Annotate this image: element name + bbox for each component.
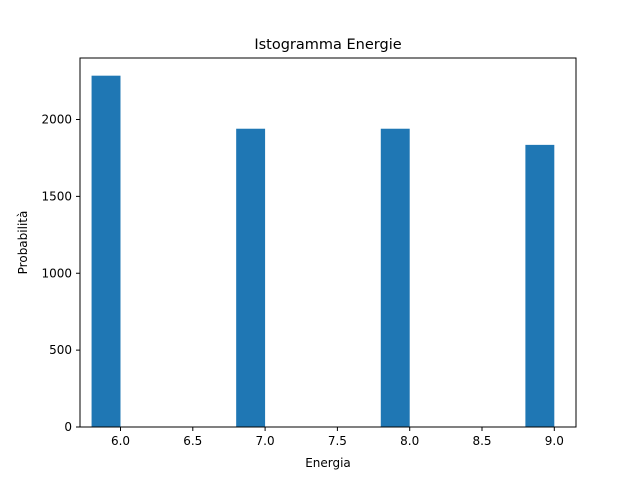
y-tick-label: 1500 bbox=[41, 189, 72, 203]
y-ticks-group: 0 500 1000 1500 2000 bbox=[41, 113, 80, 434]
y-tick-label: 2000 bbox=[41, 113, 72, 127]
x-tick-label: 6.0 bbox=[111, 434, 130, 448]
y-tick-label: 500 bbox=[49, 343, 72, 357]
x-ticks-group: 6.0 6.5 7.0 7.5 8.0 8.5 9.0 bbox=[111, 427, 564, 448]
x-tick-label: 8.0 bbox=[400, 434, 419, 448]
x-tick-label: 8.5 bbox=[472, 434, 491, 448]
bar-1 bbox=[91, 75, 121, 428]
bars-group bbox=[91, 75, 555, 428]
x-axis-label: Energia bbox=[305, 456, 351, 470]
bar-4 bbox=[525, 144, 555, 427]
bar-3 bbox=[380, 128, 410, 427]
plot-frame bbox=[79, 57, 577, 428]
y-tick-label: 0 bbox=[64, 420, 72, 434]
y-axis-label: Probabilità bbox=[16, 211, 30, 275]
x-tick-label: 6.5 bbox=[183, 434, 202, 448]
bar-2 bbox=[236, 128, 266, 427]
x-tick-label: 7.0 bbox=[256, 434, 275, 448]
y-tick-label: 1000 bbox=[41, 266, 72, 280]
chart-title: Istogramma Energie bbox=[254, 37, 401, 53]
x-tick-label: 9.0 bbox=[545, 434, 564, 448]
x-tick-label: 7.5 bbox=[328, 434, 347, 448]
